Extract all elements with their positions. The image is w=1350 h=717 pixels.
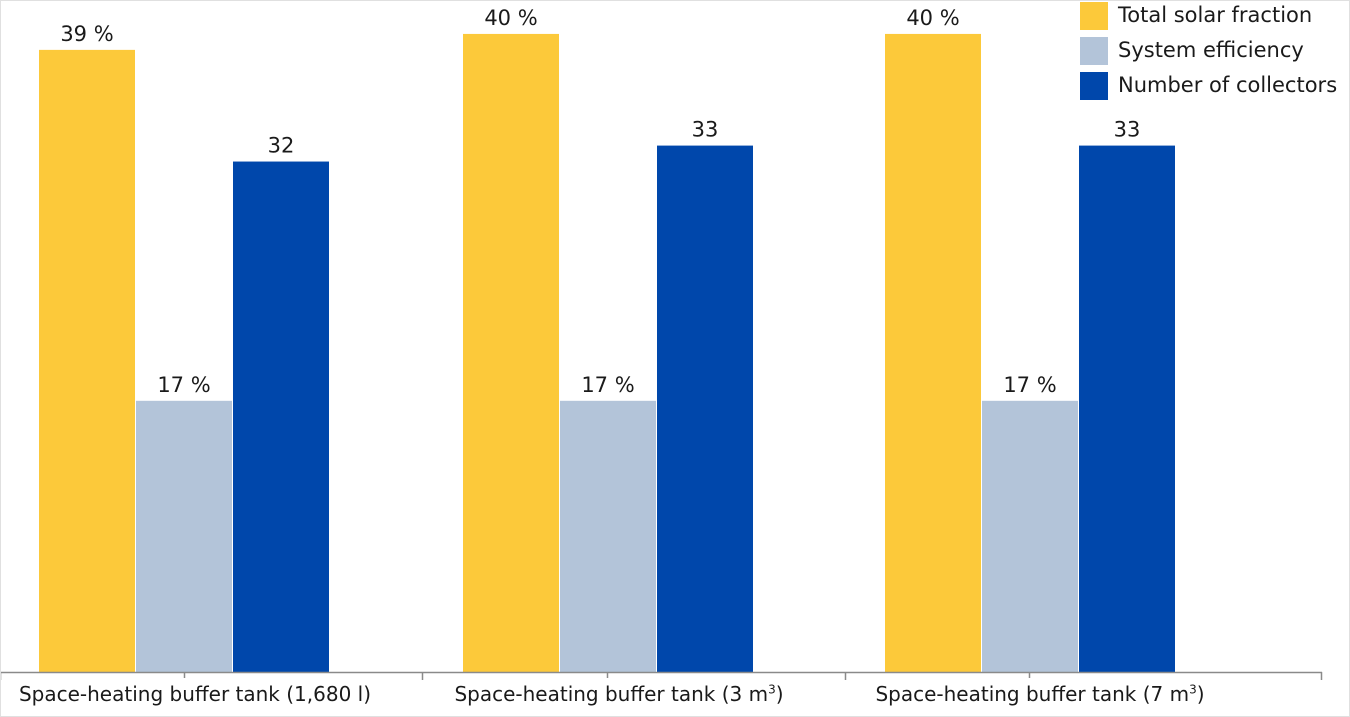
legend-label-system-efficiency: System efficiency bbox=[1118, 38, 1304, 62]
legend-label-total-solar-fraction: Total solar fraction bbox=[1118, 3, 1313, 27]
x-tick-label: Space-heating buffer tank (7 m3) bbox=[875, 682, 1205, 706]
x-tick-label: Space-heating buffer tank (3 m3) bbox=[454, 682, 784, 706]
data-label: 40 % bbox=[906, 6, 959, 30]
data-label: 40 % bbox=[484, 6, 537, 30]
bar-number-of-collectors bbox=[657, 145, 753, 673]
data-label: 33 bbox=[692, 118, 719, 142]
legend-swatch-number-of-collectors bbox=[1080, 72, 1108, 100]
data-label: 17 % bbox=[1003, 373, 1056, 397]
data-label: 32 bbox=[268, 134, 295, 158]
legend-label-number-of-collectors: Number of collectors bbox=[1118, 73, 1338, 97]
x-tick-label: Space-heating buffer tank (1,680 l) bbox=[18, 682, 372, 706]
bar-system-efficiency bbox=[982, 400, 1078, 672]
bar-total-solar-fraction bbox=[885, 33, 981, 672]
legend-item-number-of-collectors: Number of collectors bbox=[1080, 70, 1350, 102]
bar-number-of-collectors bbox=[233, 161, 329, 672]
legend-item-system-efficiency: System efficiency bbox=[1080, 35, 1350, 67]
legend-swatch-system-efficiency bbox=[1080, 37, 1108, 65]
data-label: 33 bbox=[1114, 118, 1141, 142]
bar-system-efficiency bbox=[136, 400, 232, 672]
bar-total-solar-fraction bbox=[39, 49, 135, 672]
bar-total-solar-fraction bbox=[463, 33, 559, 672]
bar-number-of-collectors bbox=[1079, 145, 1175, 673]
bar-system-efficiency bbox=[560, 400, 656, 672]
data-label: 17 % bbox=[157, 373, 210, 397]
legend-swatch-total-solar-fraction bbox=[1080, 2, 1108, 30]
data-label: 39 % bbox=[60, 22, 113, 46]
data-label: 17 % bbox=[581, 373, 634, 397]
legend-item-total-solar-fraction: Total solar fraction bbox=[1080, 0, 1350, 32]
